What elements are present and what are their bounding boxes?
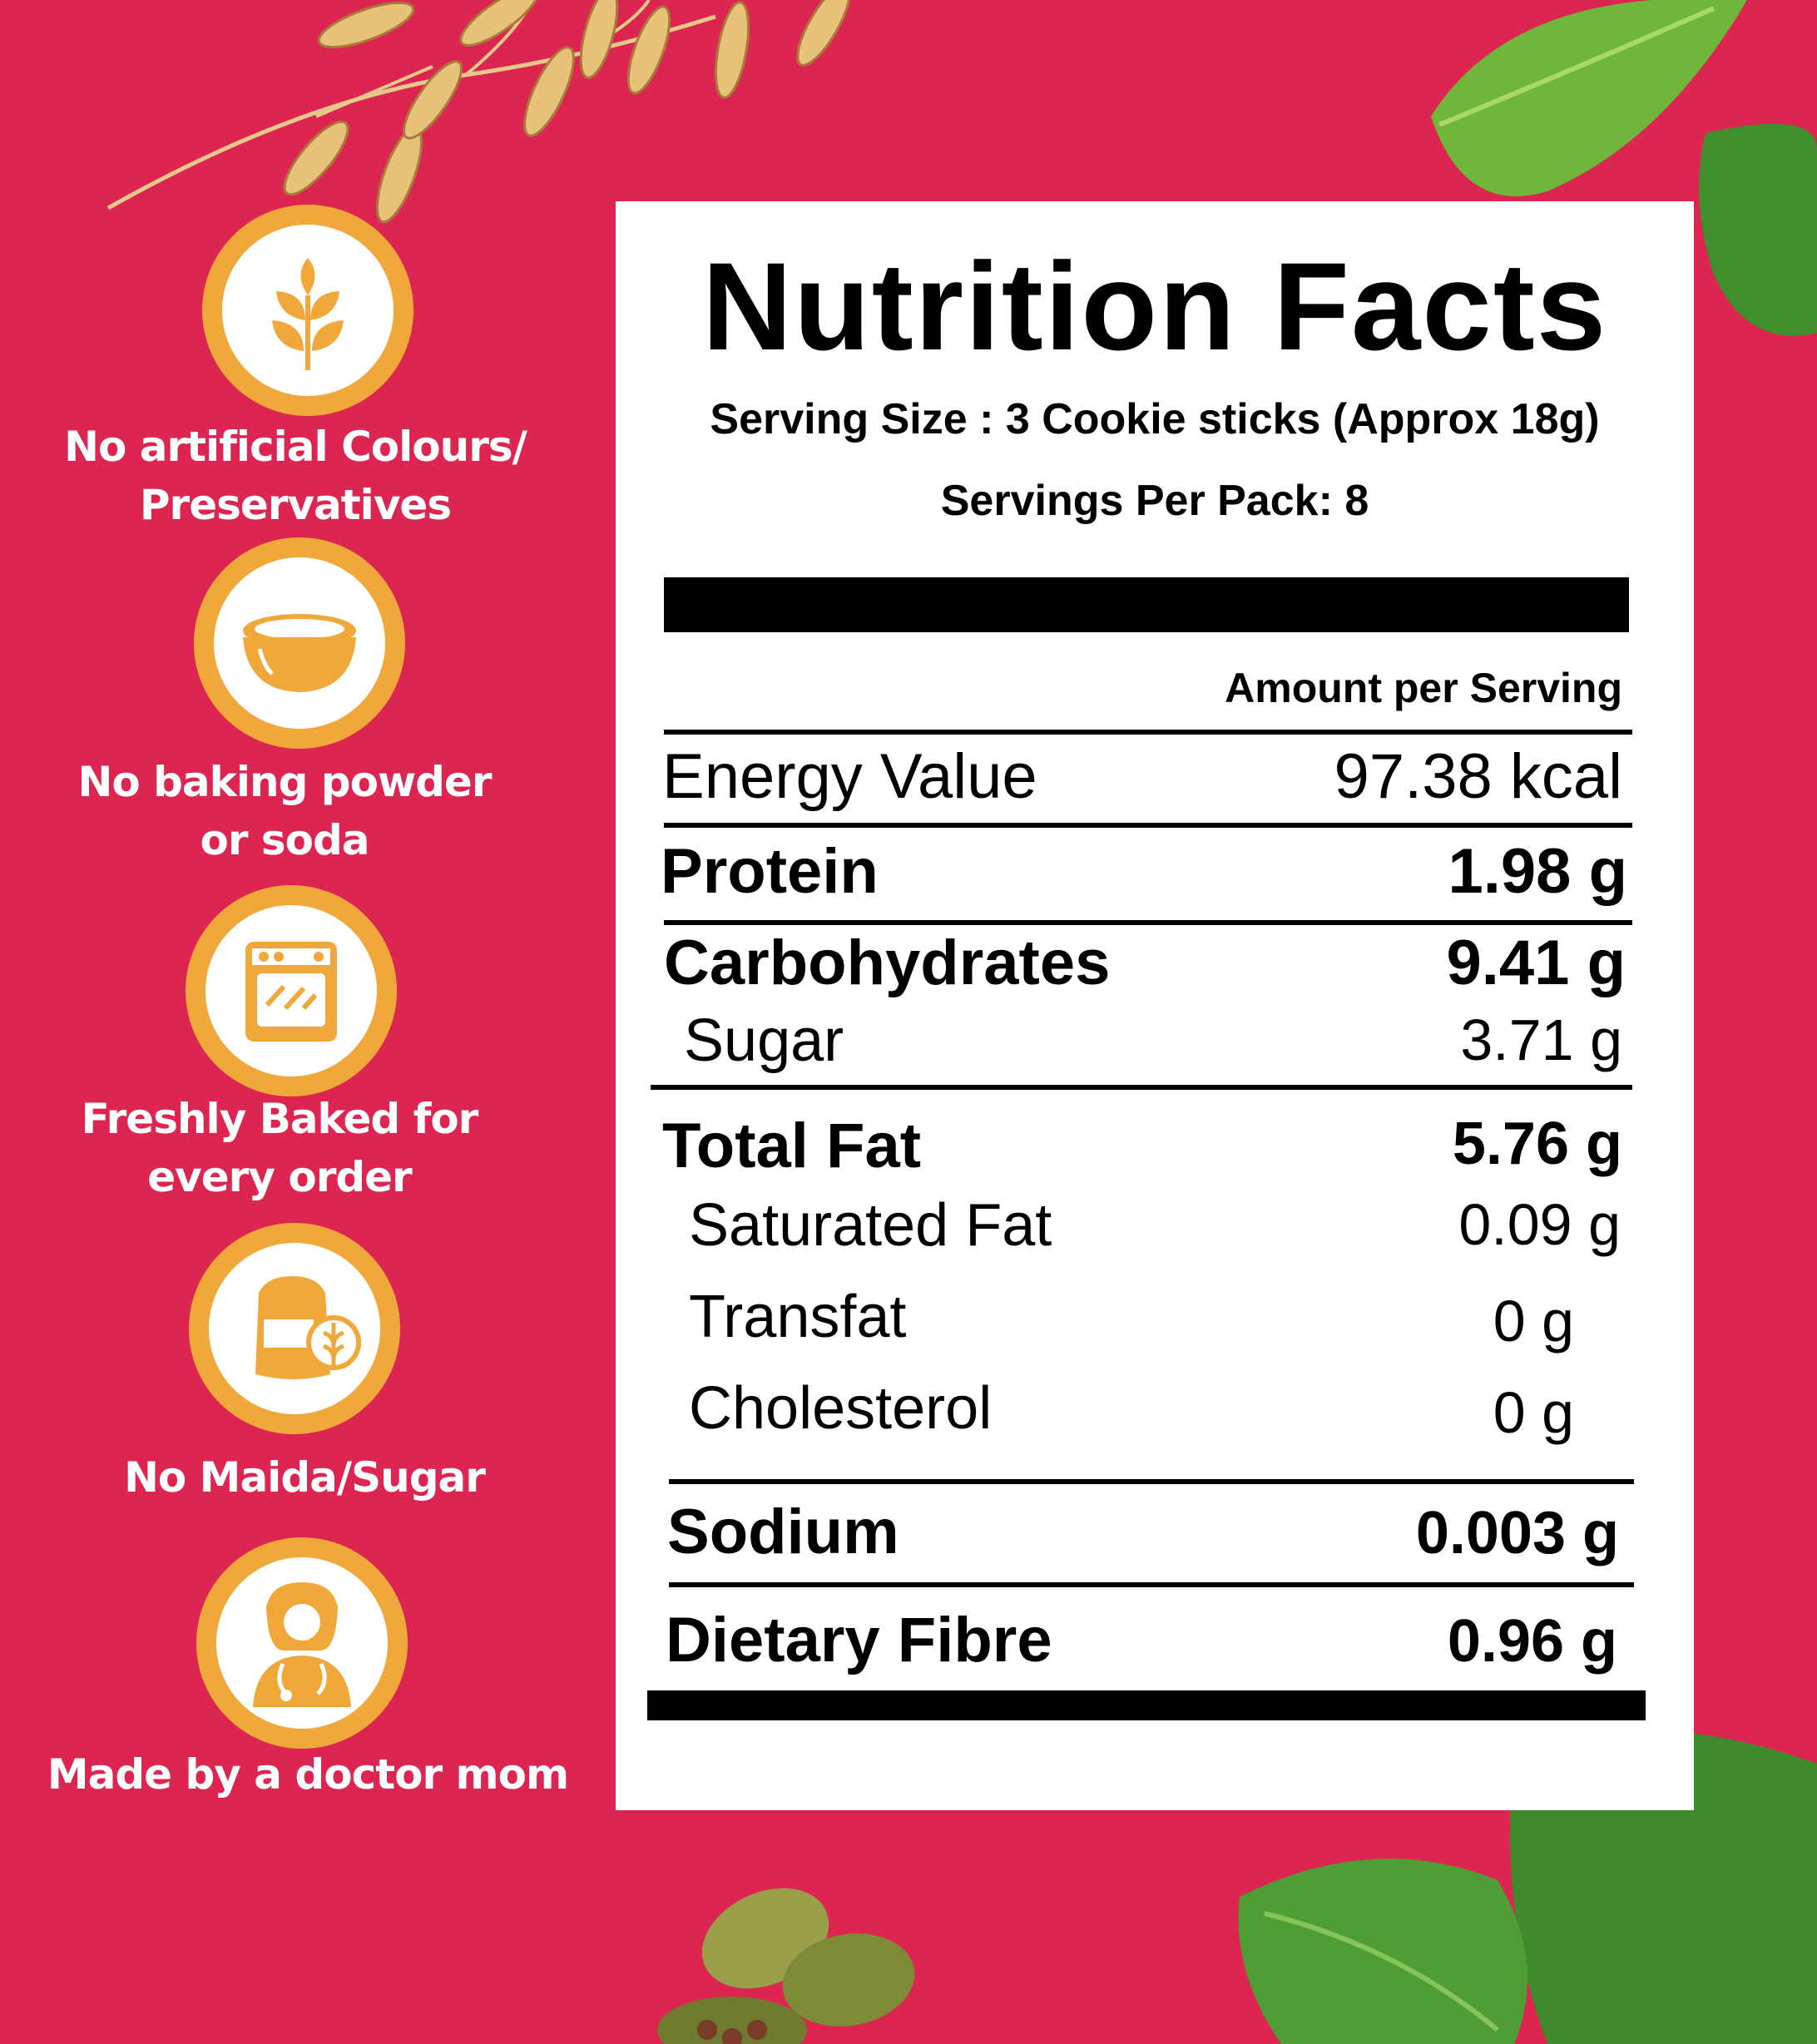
row-label-dietary-fibre: Dietary Fibre xyxy=(666,1605,1052,1675)
doctor-icon xyxy=(196,1537,408,1749)
row-label-sodium: Sodium xyxy=(667,1497,899,1567)
divider xyxy=(669,1479,1634,1484)
divider xyxy=(664,920,1632,925)
servings-per-pack: Servings Per Pack: 8 xyxy=(940,477,1369,525)
row-label-carbohydrates: Carbohydrates xyxy=(664,928,1111,998)
row-label-saturated-fat: Saturated Fat xyxy=(689,1192,1052,1259)
row-label-total-fat: Total Fat xyxy=(662,1111,922,1181)
thick-divider-bottom xyxy=(647,1690,1646,1720)
row-value-saturated-fat: 0.09 g xyxy=(1458,1192,1621,1257)
feature-label-line1: No Maida/Sugar xyxy=(124,1453,486,1502)
row-value-protein: 1.98 g xyxy=(1448,836,1627,907)
nutrition-facts-card: Nutrition Facts Serving Size : 3 Cookie … xyxy=(616,201,1694,1810)
oven-icon xyxy=(186,885,397,1096)
flour-sack-icon xyxy=(189,1223,400,1434)
divider xyxy=(669,1582,1634,1587)
amount-per-serving-header: Amount per Serving xyxy=(1225,665,1622,711)
divider xyxy=(651,1085,1632,1090)
feature-label-line1: Freshly Baked for xyxy=(81,1095,479,1143)
row-value-dietary-fibre: 0.96 g xyxy=(1447,1608,1617,1675)
serving-size: Serving Size : 3 Cookie sticks (Approx 1… xyxy=(710,395,1600,443)
nutrition-title: Nutrition Facts xyxy=(701,236,1608,376)
row-value-cholesterol: 0 g xyxy=(1493,1380,1574,1445)
feature-label-line1: Made by a doctor mom xyxy=(47,1750,569,1799)
row-value-transfat: 0 g xyxy=(1493,1289,1574,1354)
row-value-sugar: 3.71 g xyxy=(1460,1007,1622,1072)
bowl-icon xyxy=(194,537,405,749)
divider xyxy=(664,823,1632,828)
divider xyxy=(664,730,1632,735)
row-value-total-fat: 5.76 g xyxy=(1452,1111,1622,1177)
row-label-energy: Energy Value xyxy=(662,741,1037,812)
oat-stalk-decoration xyxy=(106,0,851,224)
leaf-decoration-top-right xyxy=(1431,0,1817,336)
row-label-transfat: Transfat xyxy=(689,1284,907,1350)
feature-label-line1: No artificial Colours/ xyxy=(64,423,527,471)
cardamom-decoration xyxy=(657,1888,915,2044)
feature-label-line1: No baking powder xyxy=(77,758,492,806)
row-label-sugar: Sugar xyxy=(684,1007,844,1074)
wheat-icon xyxy=(202,205,413,416)
feature-label-line2: every order xyxy=(147,1153,412,1201)
row-label-cholesterol: Cholesterol xyxy=(689,1375,993,1442)
feature-label-line2: Preservatives xyxy=(139,481,452,529)
row-value-carbohydrates: 9.41 g xyxy=(1446,928,1626,998)
row-value-sodium: 0.003 g xyxy=(1415,1500,1619,1566)
row-label-protein: Protein xyxy=(661,836,879,907)
thick-divider-top xyxy=(664,577,1629,632)
row-value-energy: 97.38 kcal xyxy=(1334,741,1622,812)
feature-label-line2: or soda xyxy=(200,816,369,864)
